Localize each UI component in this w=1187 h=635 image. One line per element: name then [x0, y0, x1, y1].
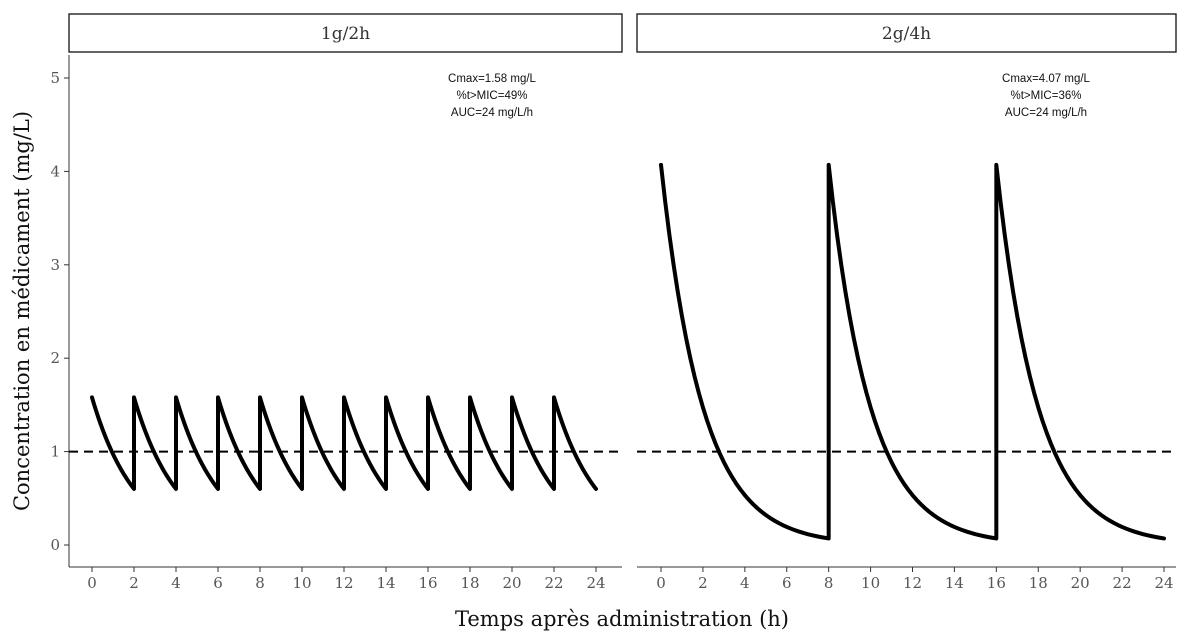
- x-tick-label: 10: [861, 574, 880, 592]
- y-tick-label: 2: [50, 349, 60, 367]
- x-tick-label: 4: [740, 574, 750, 592]
- panel-annotation: Cmax=1.58 mg/L: [448, 73, 536, 85]
- x-tick-label: 18: [460, 574, 479, 592]
- facet-strip-label: 1g/2h: [321, 24, 370, 44]
- facet-strip-2: [636, 13, 1177, 53]
- x-axis-title: Temps après administration (h): [455, 607, 789, 631]
- facet-strip-label: 2g/4h: [882, 24, 931, 44]
- x-tick-label: 4: [171, 574, 181, 592]
- x-tick-label: 12: [903, 574, 922, 592]
- x-tick-label: 14: [376, 574, 395, 592]
- x-tick-label: 22: [1113, 574, 1132, 592]
- concentration-series-line: [659, 162, 1166, 541]
- x-tick-label: 0: [87, 574, 97, 592]
- x-tick-label: 16: [418, 574, 437, 592]
- x-tick-label: 20: [1071, 574, 1090, 592]
- x-tick-label: 20: [502, 574, 521, 592]
- x-tick-label: 2: [698, 574, 708, 592]
- x-tick-label: 0: [656, 574, 666, 592]
- y-tick-label: 0: [50, 536, 60, 554]
- panel-annotation: %t>MIC=36%: [1011, 90, 1082, 102]
- x-tick-label: 14: [945, 574, 964, 592]
- x-tick-label: 6: [782, 574, 792, 592]
- x-tick-label: 18: [1029, 574, 1048, 592]
- y-tick-label: 5: [50, 69, 60, 87]
- panel-annotation: AUC=24 mg/L/h: [451, 107, 533, 119]
- x-tick-label: 24: [586, 574, 605, 592]
- y-axis-title: Concentration en médicament (mg/L): [10, 111, 34, 511]
- x-tick-label: 22: [544, 574, 563, 592]
- x-tick-label: 10: [292, 574, 311, 592]
- x-tick-label: 8: [255, 574, 265, 592]
- x-tick-label: 24: [1154, 574, 1173, 592]
- x-tick-label: 12: [334, 574, 353, 592]
- panel-annotation: %t>MIC=49%: [457, 90, 528, 102]
- y-tick-label: 1: [50, 443, 60, 461]
- x-tick-label: 8: [824, 574, 834, 592]
- x-tick-label: 2: [129, 574, 139, 592]
- x-tick-label: 16: [987, 574, 1006, 592]
- facet-strip-1: [68, 13, 623, 53]
- x-tick-label: 6: [213, 574, 223, 592]
- panel-annotation: AUC=24 mg/L/h: [1005, 107, 1087, 119]
- y-tick-label: 3: [50, 256, 60, 274]
- y-tick-label: 4: [50, 162, 60, 180]
- panel-annotation: Cmax=4.07 mg/L: [1002, 73, 1090, 85]
- concentration-series-line: [90, 395, 598, 491]
